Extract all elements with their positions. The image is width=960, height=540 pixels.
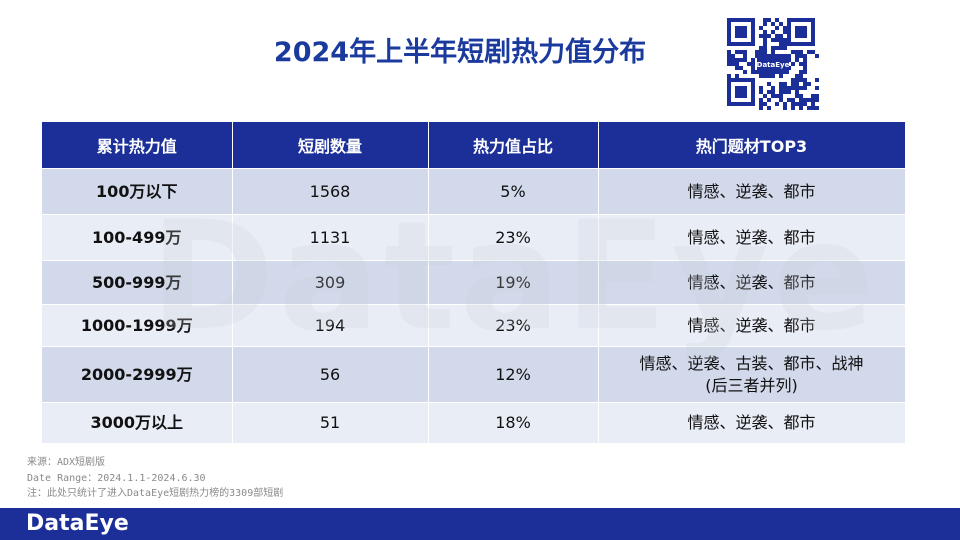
note: Date Range：2024.1.1-2024.6.30 — [27, 472, 206, 484]
table-cell: 1000-1999万 — [42, 304, 233, 347]
title: 2024年上半年短剧热力值分布 — [273, 37, 647, 68]
header-cell: 热力值占比 — [428, 122, 599, 169]
data-table: 累计热力值 短剧数量 热力值占比 热门题材TOP3 100万以下 1568 5% 情感、逆袭… — [42, 122, 906, 443]
table-cell: 情感、逆袭、都市 — [598, 168, 906, 215]
table-row: 3000万以上 51 18% 情感、逆袭、都市 — [42, 402, 906, 443]
table-cell: 23% — [428, 214, 599, 261]
table-row: 500-999万 309 19% 情感、逆袭、都市 — [42, 260, 906, 305]
table-cell: 情感、逆袭、都市 — [598, 214, 906, 261]
table-cell: 2000-2999万 — [42, 346, 233, 403]
table-row: 1000-1999万 194 23% 情感、逆袭、都市 — [42, 304, 906, 347]
notes: 来源：ADX短剧版 Date Range：2024.1.1-2024.6.30 注：… — [27, 455, 283, 502]
qr-label: DataEye — [757, 61, 790, 69]
table-cell: 500-999万 — [42, 260, 233, 305]
table-cell: 情感、逆袭、古装、都市、战神 (后三者并列) — [598, 346, 906, 403]
table-cell: 194 — [232, 304, 429, 347]
table-row: 100-499万 1131 23% 情感、逆袭、都市 — [42, 214, 906, 261]
table-cell: 情感、逆袭、都市 — [598, 402, 906, 443]
table-cell: 情感、逆袭、都市 — [598, 260, 906, 305]
note: 注：此处只统计了进入DataEye短剧热力榜的3309部短剧 — [27, 488, 284, 499]
table-cell: 1131 — [232, 214, 429, 261]
logo: DataEye — [26, 511, 129, 536]
header-cell: 累计热力值 — [42, 122, 233, 169]
table-cell: 100万以下 — [42, 168, 233, 215]
table-cell: 12% — [428, 346, 599, 403]
header-cell: 短剧数量 — [232, 122, 429, 169]
table-cell: 3000万以上 — [42, 402, 233, 443]
table-cell: 5% — [428, 168, 599, 215]
header-cell: 热门题材TOP3 — [598, 122, 906, 169]
table-cell: 309 — [232, 260, 429, 305]
table-cell: 51 — [232, 402, 429, 443]
table-cell: 19% — [428, 260, 599, 305]
table-cell: 100-499万 — [42, 214, 233, 261]
table-row: 100万以下 1568 5% 情感、逆袭、都市 — [42, 168, 906, 215]
table-cell: 18% — [428, 402, 599, 443]
qr-code: DataEye — [727, 18, 819, 110]
table-cell: 23% — [428, 304, 599, 347]
table-cell: 1568 — [232, 168, 429, 215]
footer-bar: DataEye — [0, 508, 960, 540]
note: 来源：ADX短剧版 — [27, 457, 106, 468]
table-cell: 情感、逆袭、都市 — [598, 304, 906, 347]
table-cell: 56 — [232, 346, 429, 403]
table-row: 2000-2999万 56 12% 情感、逆袭、古装、都市、战神 (后三者并列) — [42, 346, 906, 403]
